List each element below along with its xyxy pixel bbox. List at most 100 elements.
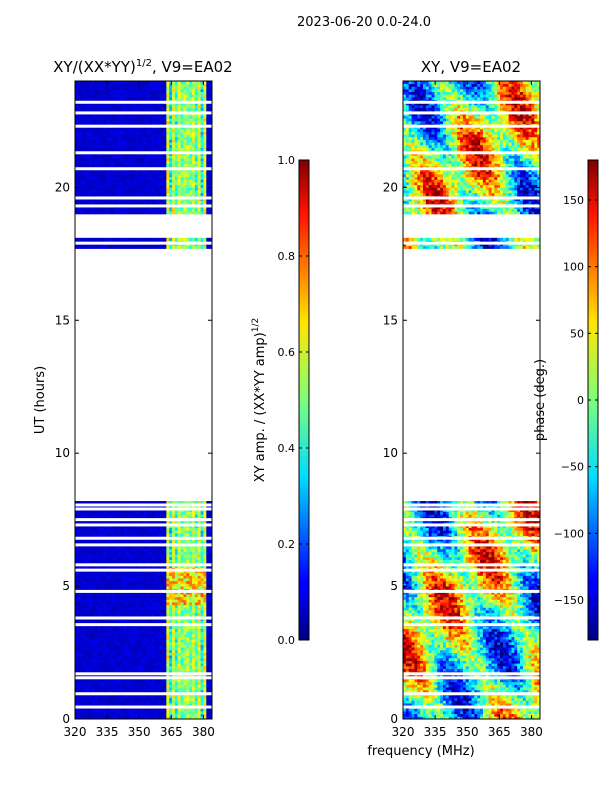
heatmap-cell <box>97 631 102 635</box>
heatmap-cell <box>160 583 164 587</box>
heatmap-cell <box>75 684 79 688</box>
heatmap-cell <box>177 697 181 701</box>
heatmap-cell <box>129 572 133 576</box>
heatmap-cell <box>160 580 164 584</box>
heatmap-cell <box>194 617 199 622</box>
heatmap-cell <box>200 668 204 672</box>
heatmap-cell <box>200 508 204 513</box>
heatmap-cell <box>186 527 190 531</box>
heatmap-cell <box>163 660 167 664</box>
heatmap-cell <box>169 599 173 603</box>
heatmap-cell <box>203 179 207 183</box>
heatmap-cell <box>169 572 173 576</box>
heatmap-cell <box>209 179 212 183</box>
heatmap-cell <box>137 602 142 606</box>
heatmap-cell <box>160 538 164 542</box>
heatmap-cell <box>123 176 127 180</box>
heatmap-cell <box>140 551 144 555</box>
heatmap-cell <box>209 652 212 656</box>
heatmap-cell <box>80 551 84 555</box>
heatmap-cell <box>94 237 99 241</box>
heatmap-cell <box>80 237 84 241</box>
heatmap-cell <box>189 200 193 204</box>
heatmap-cell <box>166 559 170 563</box>
heatmap-cell <box>206 647 210 651</box>
heatmap-cell <box>197 524 201 528</box>
heatmap-cell <box>197 245 201 249</box>
heatmap-cell <box>140 689 144 693</box>
heatmap-cell <box>137 695 142 699</box>
heatmap-cell <box>152 538 156 542</box>
heatmap-cell <box>143 641 147 645</box>
heatmap-cell <box>132 174 136 178</box>
heatmap-cell <box>183 564 187 568</box>
heatmap-cell <box>114 697 119 701</box>
heatmap-cell <box>169 673 173 677</box>
heatmap-cell <box>109 187 113 191</box>
heatmap-cell <box>177 245 181 249</box>
heatmap-cell <box>109 556 113 560</box>
heatmap-cell <box>160 594 164 598</box>
heatmap-cell <box>200 586 204 590</box>
heatmap-cell <box>209 607 212 611</box>
heatmap-cell <box>140 604 144 608</box>
heatmap-cell <box>120 179 124 183</box>
heatmap-cell <box>189 689 193 693</box>
heatmap-cell <box>114 546 119 550</box>
heatmap-cell <box>137 554 142 558</box>
heatmap-cell <box>100 708 104 712</box>
heatmap-cell <box>180 668 184 672</box>
heatmap-cell <box>114 679 119 683</box>
heatmap-cell <box>174 673 179 677</box>
heatmap-cell <box>192 620 196 624</box>
heatmap-cell <box>92 554 96 558</box>
heatmap-cell <box>174 636 179 640</box>
heatmap-cell <box>183 711 187 715</box>
heatmap-cell <box>154 628 159 632</box>
heatmap-cell <box>100 713 104 717</box>
heatmap-cell <box>174 174 179 178</box>
heatmap-cell <box>86 684 90 688</box>
heatmap-cell <box>177 559 181 563</box>
heatmap-cell <box>163 641 167 645</box>
heatmap-cell <box>166 548 170 552</box>
heatmap-cell <box>103 711 107 715</box>
heatmap-cell <box>126 554 130 558</box>
heatmap-cell <box>149 655 153 659</box>
heatmap-cell <box>89 647 93 651</box>
heatmap-cell <box>183 530 187 534</box>
heatmap-cell <box>180 205 184 209</box>
heatmap-cell <box>129 665 133 669</box>
heatmap-cell <box>89 192 93 196</box>
heatmap-cell <box>114 703 119 707</box>
heatmap-cell <box>183 171 187 175</box>
heatmap-cell <box>129 189 133 194</box>
heatmap-cell <box>186 189 190 194</box>
heatmap-cell <box>112 684 116 688</box>
heatmap-cell <box>203 243 207 247</box>
heatmap-cell <box>172 243 176 247</box>
heatmap-cell <box>149 594 153 598</box>
heatmap-cell <box>180 556 184 560</box>
heatmap-cell <box>180 245 184 249</box>
heatmap-cell <box>189 511 193 515</box>
heatmap-cell <box>97 211 102 215</box>
heatmap-cell <box>94 625 99 630</box>
heatmap-cell <box>192 639 196 643</box>
heatmap-cell <box>129 211 133 215</box>
heatmap-cell <box>203 689 207 693</box>
heatmap-cell <box>140 524 144 528</box>
heatmap-cell <box>154 716 159 719</box>
heatmap-cell <box>86 631 90 635</box>
heatmap-cell <box>197 205 201 209</box>
heatmap-cell <box>203 586 207 590</box>
heatmap-cell <box>97 689 102 693</box>
heatmap-cell <box>194 168 199 172</box>
heatmap-cell <box>166 636 170 640</box>
heatmap-cell <box>129 631 133 635</box>
heatmap-cell <box>154 697 159 701</box>
heatmap-cell <box>123 620 127 624</box>
heatmap-cell <box>180 713 184 717</box>
heatmap-cell <box>192 610 196 614</box>
heatmap-cell <box>166 708 170 712</box>
